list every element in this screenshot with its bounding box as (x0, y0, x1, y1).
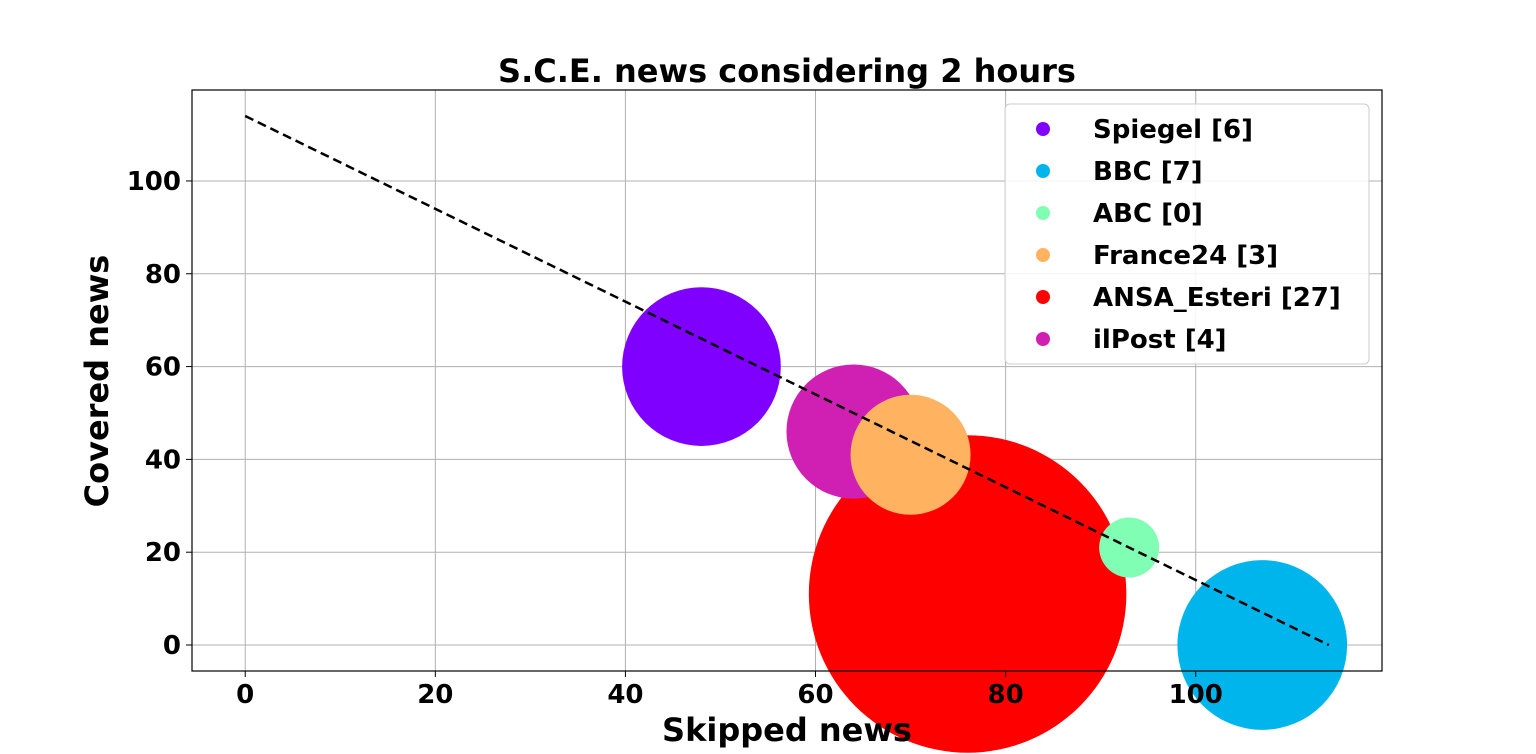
legend-label: ilPost [4] (1093, 325, 1227, 355)
reference-line-group (244, 114, 1330, 647)
x-tick-label: 20 (417, 680, 453, 710)
legend-label: France24 [3] (1093, 241, 1278, 271)
x-tick-label: 80 (988, 680, 1024, 710)
x-tick-label: 100 (1169, 680, 1223, 710)
x-axis-ticks: 0 20 40 60 80 100 (236, 671, 1223, 710)
data-point-bbc (1177, 560, 1348, 730)
data-points (622, 287, 1348, 753)
plot-frame (191, 89, 1383, 672)
data-point-france24 (850, 394, 971, 515)
legend-marker (1036, 122, 1050, 136)
reference-line (244, 114, 1330, 647)
y-tick-label: 0 (163, 631, 181, 661)
y-tick-label: 80 (145, 260, 181, 290)
legend: Spiegel [6] BBC [7] ABC [0] France24 [3] ANS… (1004, 103, 1370, 365)
legend-marker (1036, 290, 1050, 304)
x-tick-label: 0 (236, 680, 254, 710)
y-tick-label: 100 (127, 167, 181, 197)
legend-label: Spiegel [6] (1093, 115, 1253, 145)
x-tick-label: 60 (797, 680, 833, 710)
y-tick-label: 40 (145, 445, 181, 475)
x-axis-label: Skipped news (662, 711, 912, 749)
y-axis-ticks: 0 20 40 60 80 100 (127, 167, 192, 661)
legend-frame (1004, 103, 1370, 365)
chart-title: S.C.E. news considering 2 hours (498, 52, 1076, 90)
y-tick-label: 60 (145, 353, 181, 383)
legend-label: BBC [7] (1093, 157, 1203, 187)
legend-marker (1036, 164, 1050, 178)
data-point-ansa-esteri (808, 435, 1127, 753)
legend-marker (1036, 332, 1050, 346)
legend-marker (1036, 206, 1050, 220)
y-tick-label: 20 (145, 538, 181, 568)
x-tick-label: 40 (607, 680, 643, 710)
legend-label: ANSA_Esteri [27] (1093, 283, 1341, 313)
legend-marker (1036, 248, 1050, 262)
legend-label: ABC [0] (1093, 199, 1203, 229)
y-axis-label: Covered news (78, 255, 116, 508)
data-point-spiegel (622, 287, 781, 446)
